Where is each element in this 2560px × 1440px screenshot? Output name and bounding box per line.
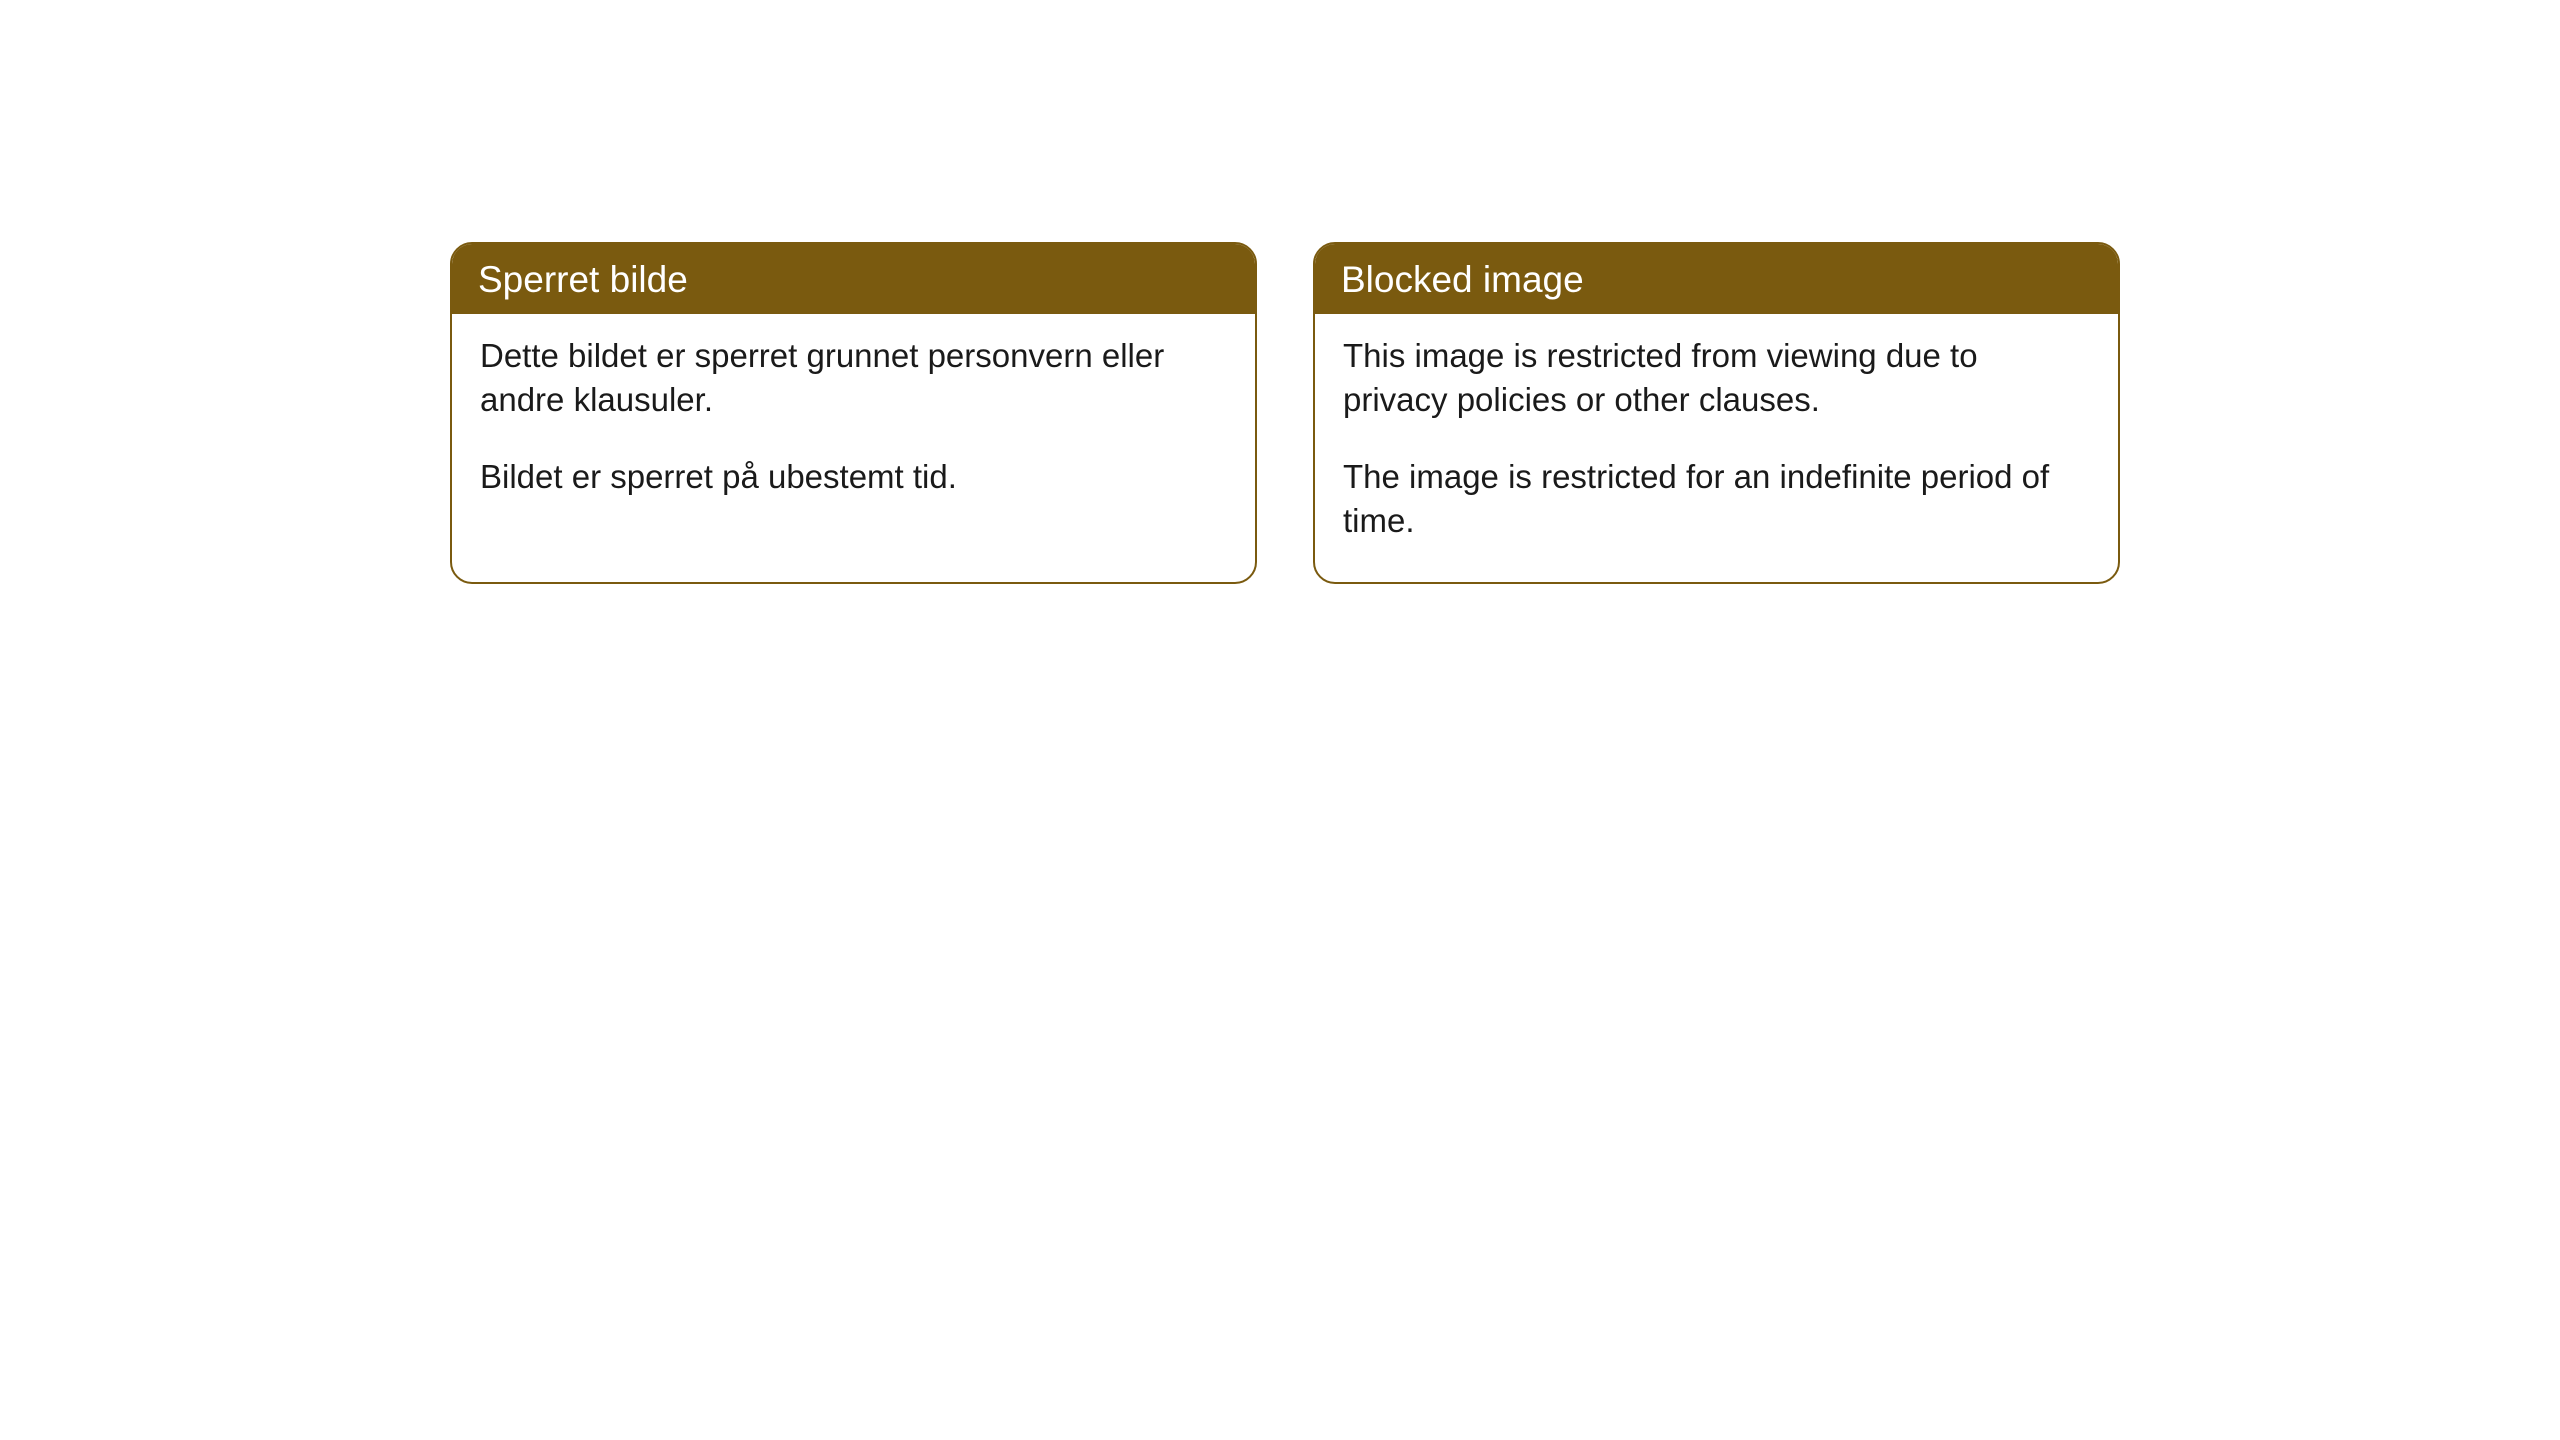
cards-container: Sperret bilde Dette bildet er sperret gr… bbox=[450, 242, 2120, 584]
card-text-english-2: The image is restricted for an indefinit… bbox=[1343, 455, 2090, 542]
card-english: Blocked image This image is restricted f… bbox=[1313, 242, 2120, 584]
card-text-norwegian-2: Bildet er sperret på ubestemt tid. bbox=[480, 455, 1227, 499]
card-text-english-1: This image is restricted from viewing du… bbox=[1343, 334, 2090, 421]
card-header-norwegian: Sperret bilde bbox=[452, 244, 1255, 314]
card-norwegian: Sperret bilde Dette bildet er sperret gr… bbox=[450, 242, 1257, 584]
card-body-norwegian: Dette bildet er sperret grunnet personve… bbox=[452, 314, 1255, 539]
card-header-english: Blocked image bbox=[1315, 244, 2118, 314]
card-body-english: This image is restricted from viewing du… bbox=[1315, 314, 2118, 582]
card-text-norwegian-1: Dette bildet er sperret grunnet personve… bbox=[480, 334, 1227, 421]
